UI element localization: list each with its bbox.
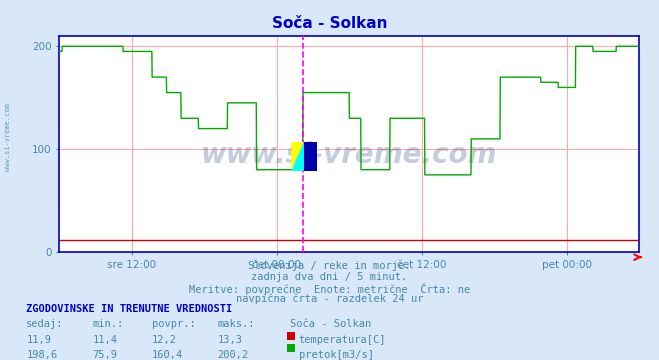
Text: sedaj:: sedaj: xyxy=(26,319,64,329)
Text: zadnja dva dni / 5 minut.: zadnja dva dni / 5 minut. xyxy=(251,272,408,282)
Text: Meritve: povprečne  Enote: metrične  Črta: ne: Meritve: povprečne Enote: metrične Črta:… xyxy=(189,283,470,294)
Text: 12,2: 12,2 xyxy=(152,335,177,345)
Text: www.si-vreme.com: www.si-vreme.com xyxy=(201,141,498,169)
Text: Slovenija / reke in morje.: Slovenija / reke in morje. xyxy=(248,261,411,271)
Text: min.:: min.: xyxy=(92,319,123,329)
Polygon shape xyxy=(304,142,317,171)
Polygon shape xyxy=(291,142,304,171)
Polygon shape xyxy=(291,142,304,171)
Text: ZGODOVINSKE IN TRENUTNE VREDNOSTI: ZGODOVINSKE IN TRENUTNE VREDNOSTI xyxy=(26,304,233,314)
Text: Soča - Solkan: Soča - Solkan xyxy=(272,16,387,31)
Text: 11,4: 11,4 xyxy=(92,335,117,345)
Text: 11,9: 11,9 xyxy=(26,335,51,345)
Text: 160,4: 160,4 xyxy=(152,350,183,360)
Text: 198,6: 198,6 xyxy=(26,350,57,360)
Text: 75,9: 75,9 xyxy=(92,350,117,360)
Text: maks.:: maks.: xyxy=(217,319,255,329)
Text: 13,3: 13,3 xyxy=(217,335,243,345)
Text: 200,2: 200,2 xyxy=(217,350,248,360)
Text: temperatura[C]: temperatura[C] xyxy=(299,335,386,345)
Text: povpr.:: povpr.: xyxy=(152,319,195,329)
Text: pretok[m3/s]: pretok[m3/s] xyxy=(299,350,374,360)
Text: navpična črta - razdelek 24 ur: navpična črta - razdelek 24 ur xyxy=(236,293,423,304)
Text: www.si-vreme.com: www.si-vreme.com xyxy=(5,103,11,171)
Text: Soča - Solkan: Soča - Solkan xyxy=(290,319,371,329)
